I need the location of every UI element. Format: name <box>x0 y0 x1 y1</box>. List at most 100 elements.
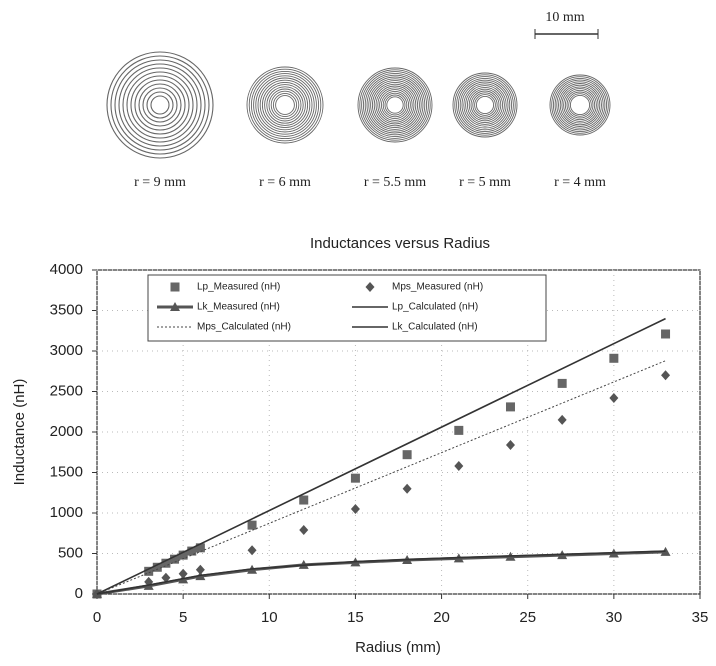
marker-square <box>152 562 162 572</box>
coil-turn <box>130 75 190 135</box>
coil-turn <box>465 85 505 125</box>
coil-turn <box>110 55 210 155</box>
coil-turn <box>558 83 602 127</box>
coil-turn <box>114 59 206 151</box>
x-tick-label: 5 <box>179 609 187 626</box>
coil-turn <box>384 94 406 116</box>
x-tick-label: 20 <box>433 609 450 626</box>
y-axis-label: Inductance (nH) <box>11 379 28 486</box>
coil-turn <box>134 79 186 131</box>
coil-label: r = 5.5 mm <box>364 175 426 190</box>
coil-turn <box>566 91 594 119</box>
marker-square <box>557 378 567 388</box>
coil-turn <box>568 93 592 117</box>
coil-turn <box>264 84 306 126</box>
coil-turn <box>386 96 404 114</box>
series-line <box>96 360 666 595</box>
coil-turn <box>357 67 433 143</box>
marker-square <box>161 558 171 568</box>
legend-label: Mps_Calculated (nH) <box>197 322 291 333</box>
marker-square <box>247 520 257 530</box>
y-tick-label: 1500 <box>50 463 83 480</box>
coil-turn <box>452 72 518 138</box>
marker-diamond <box>454 461 464 472</box>
legend-label: Lp_Calculated (nH) <box>392 302 478 313</box>
marker-diamond <box>609 392 619 403</box>
coil-label: r = 5 mm <box>459 175 511 190</box>
coil-turn <box>257 77 313 133</box>
coil-turn <box>382 92 408 118</box>
legend-box <box>147 274 547 342</box>
coil-turn <box>470 90 500 120</box>
marker-square <box>170 282 180 292</box>
coil-turn <box>259 79 311 131</box>
coil-turn <box>270 90 300 120</box>
legend-label: Lk_Calculated (nH) <box>392 322 478 333</box>
coil-turn <box>549 74 611 136</box>
coil-turn <box>556 81 604 129</box>
coil-turn <box>375 85 415 125</box>
scale-bar-label: 10 mm <box>545 10 584 25</box>
coil-turn <box>569 94 591 116</box>
coil-turn <box>361 71 429 139</box>
marker-square <box>195 543 205 553</box>
coil-turn <box>380 90 410 120</box>
coil-turn <box>472 92 498 118</box>
coil-turn <box>463 83 507 127</box>
marker-square <box>402 450 412 460</box>
coil-label: r = 4 mm <box>554 175 606 190</box>
coil-turn <box>563 88 597 122</box>
coil-turn <box>454 74 516 136</box>
coil-turn <box>468 88 502 122</box>
coil-turn <box>552 77 608 133</box>
coil-turn <box>146 91 174 119</box>
marker-square <box>454 425 464 435</box>
coil-turn <box>475 95 495 115</box>
marker-diamond <box>365 282 375 292</box>
y-tick-label: 500 <box>58 544 83 561</box>
coil-turn <box>554 79 606 131</box>
coil-turn <box>275 95 295 115</box>
coil-turn <box>459 79 511 131</box>
x-tick-label: 0 <box>93 609 101 626</box>
coil-turn <box>246 66 324 144</box>
legend-label: Lk_Measured (nH) <box>197 302 280 313</box>
marker-square <box>144 566 154 576</box>
coil-turn <box>370 80 420 130</box>
x-tick-label: 15 <box>347 609 364 626</box>
marker-diamond <box>161 572 171 583</box>
coil-turn <box>248 68 322 142</box>
marker-square <box>661 329 671 339</box>
coil-turn <box>461 81 509 129</box>
marker-diamond <box>299 525 309 536</box>
coil-turn <box>364 74 426 136</box>
x-tick-label: 35 <box>692 609 709 626</box>
legend-label: Lp_Measured (nH) <box>197 282 280 293</box>
y-tick-label: 2000 <box>50 423 83 440</box>
coil-turn <box>379 89 411 121</box>
marker-diamond <box>178 568 188 579</box>
coil-turn <box>366 76 424 134</box>
coil-turn <box>559 84 601 126</box>
coil-turn <box>362 72 428 138</box>
coil-turn <box>457 77 513 133</box>
marker-diamond <box>557 414 567 425</box>
coil-turn <box>368 78 422 132</box>
x-axis-label: Radius (mm) <box>355 639 441 656</box>
marker-square <box>350 473 360 483</box>
marker-square <box>299 495 309 505</box>
y-tick-label: 2500 <box>50 382 83 399</box>
y-tick-label: 3000 <box>50 342 83 359</box>
x-tick-label: 10 <box>261 609 278 626</box>
coil-turn <box>377 87 413 123</box>
marker-diamond <box>247 545 257 556</box>
marker-triangle <box>298 559 309 569</box>
x-tick-label: 25 <box>519 609 536 626</box>
coil-turn <box>561 86 599 124</box>
coil-turn <box>261 81 309 129</box>
marker-diamond <box>195 564 205 575</box>
coil-turn <box>373 83 417 127</box>
coil-turn <box>359 69 431 141</box>
coil-turn <box>551 76 609 134</box>
